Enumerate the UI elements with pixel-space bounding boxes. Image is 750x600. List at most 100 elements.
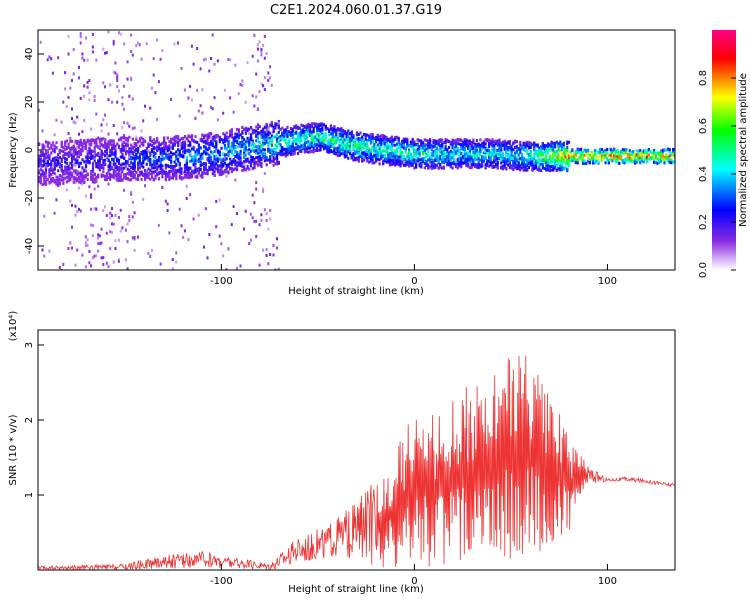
- heatmap-cell: [352, 152, 355, 156]
- heatmap-cell: [597, 156, 600, 160]
- heatmap-cell: [307, 150, 310, 154]
- heatmap-cell: [50, 166, 53, 170]
- heatmap-cell: [100, 143, 103, 147]
- heatmap-cell: [489, 152, 492, 156]
- heatmap-cell: [116, 176, 119, 180]
- heatmap-cell: [255, 145, 258, 149]
- heatmap-cell: [97, 159, 100, 163]
- heatmap-cell: [116, 132, 119, 136]
- heatmap-cell: [545, 144, 548, 148]
- heatmap-cell: [244, 131, 247, 135]
- heatmap-cell: [380, 142, 383, 146]
- heatmap-cell: [230, 163, 233, 167]
- heatmap-cell: [562, 153, 565, 157]
- heatmap-cell: [456, 157, 459, 161]
- heatmap-cell: [435, 152, 438, 156]
- heatmap-cell: [50, 173, 53, 177]
- heatmap-cell: [251, 146, 254, 150]
- heatmap-cell: [83, 142, 86, 146]
- heatmap-cell: [38, 169, 40, 173]
- heatmap-cell: [84, 147, 88, 150]
- heatmap-cell: [204, 162, 207, 166]
- heatmap-cell: [270, 124, 273, 128]
- heatmap-cell: [168, 152, 171, 156]
- heatmap-cell: [347, 145, 350, 149]
- heatmap-cell: [319, 141, 322, 145]
- heatmap-cell: [138, 137, 141, 141]
- heatmap-cell: [564, 160, 567, 164]
- heatmap-cell: [150, 170, 154, 174]
- heatmap-cell: [74, 171, 77, 175]
- heatmap-cell: [183, 173, 187, 177]
- heatmap-cell: [175, 177, 178, 181]
- heatmap-cell: [536, 159, 539, 163]
- heatmap-cell: [112, 159, 115, 163]
- heatmap-cell: [93, 155, 96, 159]
- heatmap-cell: [154, 160, 157, 164]
- heatmap-cell: [185, 166, 188, 170]
- heatmap-cell: [291, 136, 294, 140]
- heatmap-cell: [456, 138, 459, 142]
- heatmap-cell: [514, 162, 517, 166]
- heatmap-cell: [428, 145, 432, 149]
- heatmap-cell: [302, 144, 305, 148]
- heatmap-cell: [496, 157, 499, 160]
- heatmap-cell: [493, 160, 496, 164]
- heatmap-cell: [420, 139, 423, 143]
- heatmap-cell: [432, 159, 435, 163]
- heatmap-cell: [140, 57, 143, 61]
- heatmap-cell: [508, 160, 511, 164]
- heatmap-cell: [401, 139, 404, 143]
- heatmap-cell: [529, 153, 532, 157]
- heatmap-cell: [175, 172, 178, 176]
- heatmap-cell: [289, 145, 293, 148]
- heatmap-cell: [361, 151, 364, 155]
- heatmap-cell: [38, 178, 41, 182]
- heatmap-cell: [104, 174, 107, 178]
- heatmap-cell: [180, 177, 183, 181]
- heatmap-cell: [401, 144, 404, 148]
- heatmap-cell: [369, 159, 372, 163]
- heatmap-cell: [402, 146, 405, 150]
- heatmap-cell: [277, 130, 280, 134]
- heatmap-cell: [256, 47, 259, 51]
- heatmap-cell: [472, 146, 475, 150]
- heatmap-cell: [461, 155, 465, 159]
- heatmap-cell: [276, 133, 279, 137]
- heatmap-cell: [182, 176, 185, 180]
- heatmap-cell: [196, 88, 199, 92]
- heatmap-cell: [418, 145, 421, 149]
- heatmap-cell: [111, 143, 114, 147]
- heatmap-cell: [329, 125, 333, 129]
- heatmap-cell: [65, 146, 68, 150]
- heatmap-cell: [338, 151, 341, 155]
- heatmap-cell: [256, 127, 260, 130]
- heatmap-cell: [350, 138, 353, 142]
- heatmap-cell: [50, 180, 53, 184]
- heatmap-cell: [187, 143, 190, 147]
- heatmap-cell: [72, 175, 75, 179]
- heatmap-cell: [336, 150, 339, 154]
- heatmap-cell: [498, 141, 501, 145]
- heatmap-cell: [223, 158, 227, 162]
- heatmap-cell: [536, 149, 539, 153]
- heatmap-cell: [185, 175, 188, 179]
- heatmap-cell: [444, 148, 447, 151]
- heatmap-cell: [632, 159, 635, 163]
- heatmap-cell: [448, 140, 451, 144]
- heatmap-cell: [517, 157, 520, 161]
- heatmap-cell: [368, 138, 371, 142]
- heatmap-cell: [150, 139, 154, 143]
- heatmap-cell: [387, 155, 390, 159]
- heatmap-cell: [491, 144, 494, 147]
- heatmap-cell: [39, 181, 42, 185]
- heatmap-cell: [156, 165, 159, 169]
- heatmap-cell: [206, 142, 209, 146]
- heatmap-cell: [241, 131, 244, 135]
- heatmap-cell: [137, 166, 140, 170]
- heatmap-cell: [105, 155, 108, 159]
- heatmap-cell: [71, 246, 73, 250]
- heatmap-cell: [418, 139, 421, 143]
- heatmap-cell: [319, 123, 322, 127]
- heatmap-cell: [81, 169, 84, 173]
